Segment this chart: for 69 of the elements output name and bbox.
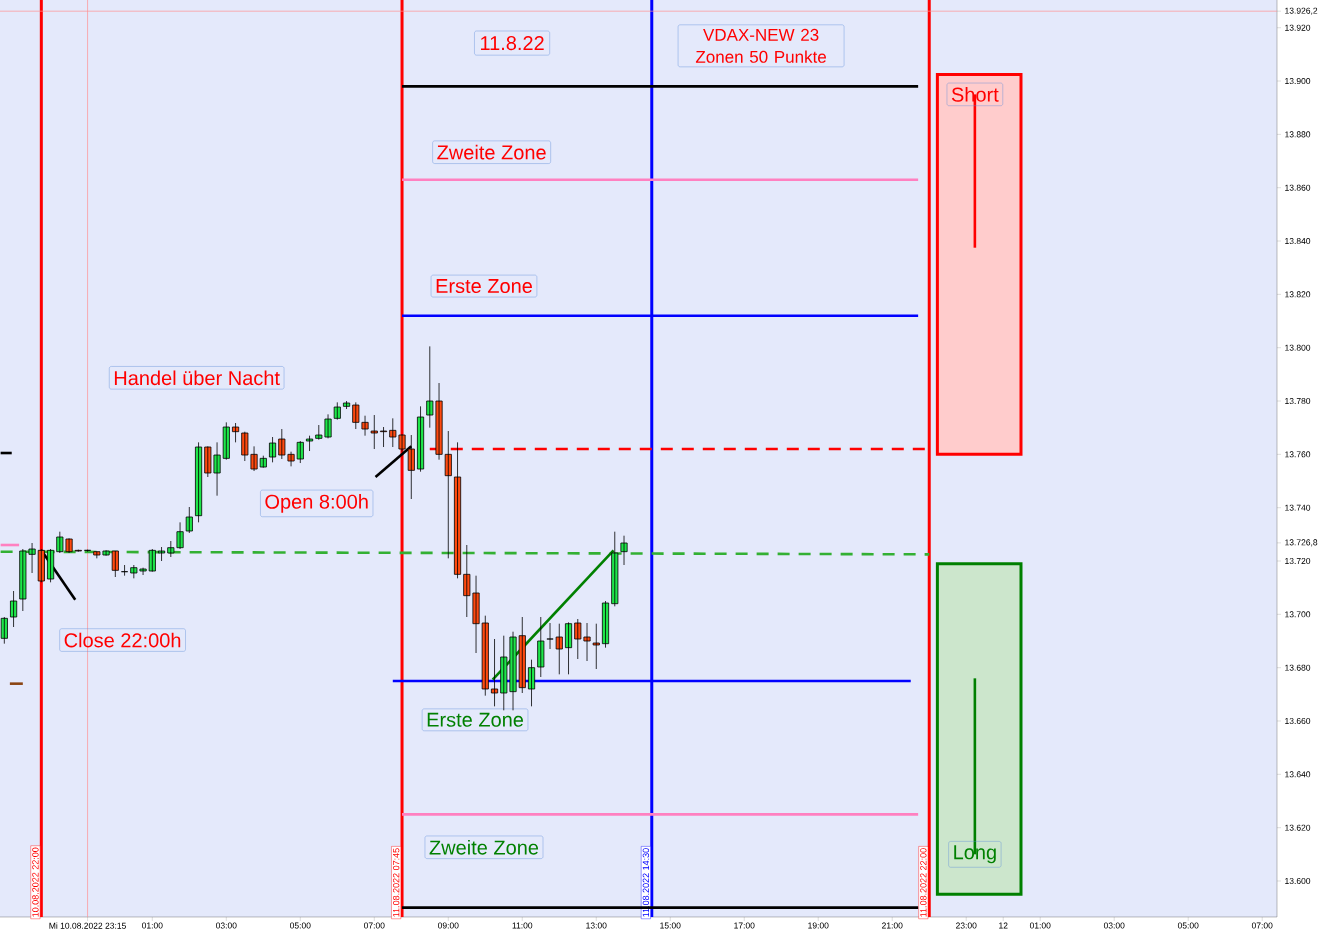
y-tick-label: 13.760 [1285, 451, 1311, 458]
candlestick [158, 546, 166, 562]
x-tick-label: 03:00 [216, 922, 237, 929]
y-tick-label: 13.700 [1285, 611, 1311, 618]
y-tick-label: 13.680 [1285, 664, 1311, 671]
x-tick-label: 17:00 [734, 922, 755, 929]
x-tick-label: 12 [999, 922, 1008, 929]
annotation: Zweite Zone [437, 144, 546, 160]
y-tick-label: 13.640 [1285, 771, 1311, 778]
x-tick-label: 01:00 [142, 922, 163, 929]
y-tick-label: 13.800 [1285, 344, 1311, 351]
y-tick-label: 13.726,8 [1285, 539, 1318, 547]
candlestick [306, 435, 314, 452]
annotation: Close 22:00h [64, 632, 181, 648]
candlestick [185, 506, 193, 534]
text: VDAX-NEW 23 Zonen 50 Punkte [695, 28, 826, 63]
y-tick-label: 13.780 [1285, 398, 1311, 405]
x-tick-label: 11:00 [512, 922, 533, 929]
x-tick-label: 03:00 [1103, 922, 1125, 929]
x-tick-label: 07:00 [363, 922, 385, 929]
candlestick [343, 400, 351, 410]
y-tick-label: 13.620 [1285, 824, 1311, 831]
annotation: Erste Zone [427, 712, 524, 727]
candlestick [611, 531, 619, 607]
x-tick-label: 21:00 [882, 922, 903, 929]
y-tick-label: 13.820 [1285, 291, 1311, 298]
annotation: Short [951, 87, 999, 102]
annotation: Handel über Nacht [114, 370, 280, 386]
annotation: Open 8:00h [265, 494, 368, 513]
candlestick [74, 549, 82, 553]
y-tick-label: 13.720 [1285, 558, 1311, 565]
annotation: Erste Zone [436, 279, 532, 294]
ref-line-label: 11.08.2022 14:30 [642, 848, 650, 917]
candlestick [10, 590, 18, 628]
annotation: Zweite Zone [429, 839, 539, 855]
x-tick-label: 07:00 [1251, 922, 1273, 929]
y-tick-label: 13.920 [1285, 24, 1311, 31]
x-tick-label: 19:00 [808, 922, 829, 929]
y-tick-label: 13.660 [1285, 718, 1311, 724]
y-tick-label: 13.860 [1285, 184, 1311, 191]
y-tick-label: 13.740 [1285, 504, 1311, 511]
annotation: Long [954, 845, 996, 864]
x-tick-label: 23:00 [956, 922, 977, 929]
x-tick-label: 15:00 [660, 922, 681, 929]
y-tick-label: 13.600 [1285, 877, 1311, 884]
candlestick [259, 455, 267, 469]
y-tick-label: 13.926,2 [1285, 7, 1318, 15]
candlestick [490, 638, 499, 707]
ref-line-label: 11.08.2022 07:45 [392, 848, 400, 917]
text: 11.8.22 [480, 36, 544, 51]
ref-line-label: 11.08.2022 22:00 [920, 848, 927, 917]
candlestick [370, 414, 378, 450]
y-tick-label: 13.900 [1285, 78, 1311, 85]
candlestick [380, 426, 388, 448]
x-tick-label: Mi 10.08.2022 23:15 [49, 922, 126, 929]
y-tick-label: 13.880 [1285, 131, 1311, 138]
x-tick-label: 01:00 [1029, 922, 1051, 929]
y-tick-label: 13.840 [1285, 238, 1311, 245]
x-tick-label: 05:00 [1177, 922, 1199, 929]
x-tick-label: 09:00 [437, 922, 459, 929]
candlestick [232, 422, 240, 443]
x-tick-label: 13:00 [586, 922, 607, 929]
candlestick [537, 616, 545, 678]
candlestick [592, 623, 600, 670]
ref-line-label: 10.08.2022 22:00 [32, 847, 39, 917]
candlestick [555, 623, 563, 675]
candlestick [269, 436, 277, 463]
x-tick-label: 05:00 [289, 922, 311, 929]
candlestick [620, 535, 628, 566]
